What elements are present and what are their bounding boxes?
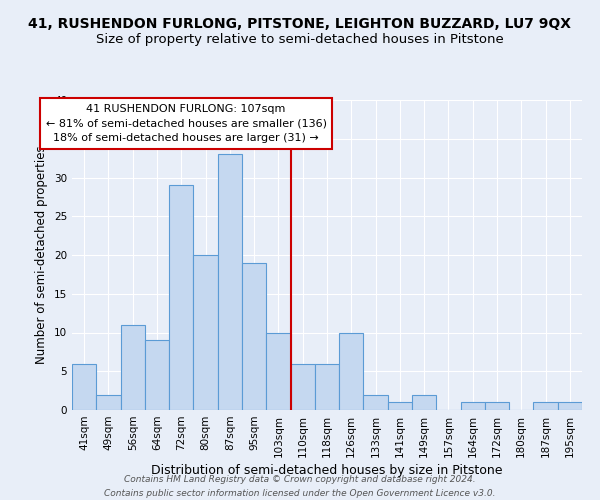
Bar bbox=[364, 394, 388, 410]
Bar bbox=[96, 394, 121, 410]
Bar bbox=[339, 332, 364, 410]
Bar bbox=[412, 394, 436, 410]
Text: Contains HM Land Registry data © Crown copyright and database right 2024.
Contai: Contains HM Land Registry data © Crown c… bbox=[104, 476, 496, 498]
Bar bbox=[533, 402, 558, 410]
Bar bbox=[242, 263, 266, 410]
Text: Size of property relative to semi-detached houses in Pitstone: Size of property relative to semi-detach… bbox=[96, 32, 504, 46]
Bar bbox=[558, 402, 582, 410]
Bar bbox=[121, 325, 145, 410]
Bar bbox=[218, 154, 242, 410]
Text: 41 RUSHENDON FURLONG: 107sqm
← 81% of semi-detached houses are smaller (136)
18%: 41 RUSHENDON FURLONG: 107sqm ← 81% of se… bbox=[46, 104, 326, 144]
Bar bbox=[72, 364, 96, 410]
Text: 41, RUSHENDON FURLONG, PITSTONE, LEIGHTON BUZZARD, LU7 9QX: 41, RUSHENDON FURLONG, PITSTONE, LEIGHTO… bbox=[29, 18, 571, 32]
Bar bbox=[485, 402, 509, 410]
Bar bbox=[266, 332, 290, 410]
Bar bbox=[193, 255, 218, 410]
Bar bbox=[290, 364, 315, 410]
Bar bbox=[388, 402, 412, 410]
Bar bbox=[169, 185, 193, 410]
Bar bbox=[461, 402, 485, 410]
X-axis label: Distribution of semi-detached houses by size in Pitstone: Distribution of semi-detached houses by … bbox=[151, 464, 503, 477]
Y-axis label: Number of semi-detached properties: Number of semi-detached properties bbox=[35, 146, 49, 364]
Bar bbox=[145, 340, 169, 410]
Bar bbox=[315, 364, 339, 410]
